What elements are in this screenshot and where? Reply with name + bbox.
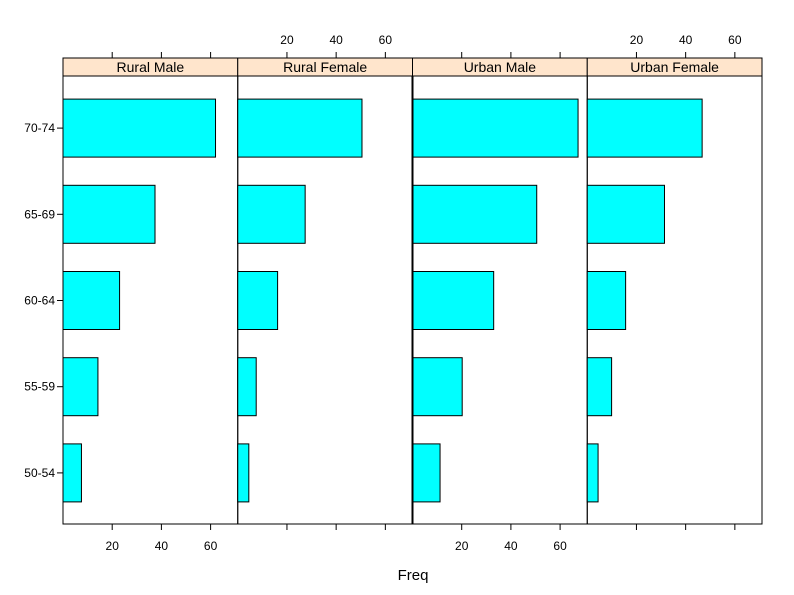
panel-urban-female: Urban Female 20 40 60 xyxy=(586,33,763,530)
y-tick-label-50-54: 50-54 xyxy=(24,466,55,480)
bar-urban-male-50-54 xyxy=(412,443,441,503)
panel-rural-female: Rural Female 20 40 60 xyxy=(237,33,413,530)
bar-urban-female-50-54 xyxy=(586,443,599,503)
y-tick-label-65-69: 65-69 xyxy=(24,207,55,221)
x-tick-label-urban-female-40: 40 xyxy=(679,33,693,47)
x-tick-label-rural-male-20: 20 xyxy=(106,539,120,553)
bar-rural-male-65-69 xyxy=(62,184,156,244)
bar-rural-female-70-74 xyxy=(237,98,363,158)
x-tick-label-urban-male-20: 20 xyxy=(455,539,469,553)
bar-rural-male-50-54 xyxy=(62,443,82,503)
x-axis-title: Freq xyxy=(398,567,429,584)
x-tick-label-urban-female-60: 60 xyxy=(728,33,742,47)
x-tick-label-urban-male-60: 60 xyxy=(553,539,567,553)
panel-urban-male: Urban Male 20 40 60 xyxy=(412,52,588,553)
strip-label-rural-female: Rural Female xyxy=(283,59,367,75)
x-tick-label-rural-female-20: 20 xyxy=(280,33,294,47)
bar-rural-male-55-59 xyxy=(62,357,99,417)
bar-urban-male-60-64 xyxy=(412,271,495,330)
y-tick-label-70-74: 70-74 xyxy=(24,121,55,135)
x-tick-label-rural-male-60: 60 xyxy=(204,539,218,553)
x-tick-label-rural-male-40: 40 xyxy=(155,539,169,553)
bar-urban-female-55-59 xyxy=(586,357,613,417)
bar-urban-female-70-74 xyxy=(586,98,703,158)
bar-rural-female-60-64 xyxy=(237,271,279,330)
bar-urban-female-65-69 xyxy=(586,184,665,244)
panel-rural-male: Rural Male 20 40 60 xyxy=(62,52,239,553)
bar-urban-male-70-74 xyxy=(412,98,579,158)
bar-rural-female-50-54 xyxy=(237,443,250,503)
bar-rural-female-55-59 xyxy=(237,357,257,417)
bar-rural-male-70-74 xyxy=(62,98,217,158)
x-tick-label-urban-female-20: 20 xyxy=(630,33,644,47)
bar-urban-female-60-64 xyxy=(586,271,627,330)
y-axis: 50-54 55-59 60-64 65-69 70-74 xyxy=(24,121,63,480)
bar-urban-male-55-59 xyxy=(412,357,463,417)
strip-label-rural-male: Rural Male xyxy=(117,59,185,75)
x-tick-label-rural-female-60: 60 xyxy=(379,33,393,47)
strip-label-urban-male: Urban Male xyxy=(464,59,537,75)
bar-rural-female-65-69 xyxy=(237,184,306,244)
y-tick-label-60-64: 60-64 xyxy=(24,294,55,308)
x-tick-label-urban-male-40: 40 xyxy=(504,539,518,553)
y-tick-label-55-59: 55-59 xyxy=(24,380,55,394)
bar-rural-male-60-64 xyxy=(62,271,121,330)
strip-label-urban-female: Urban Female xyxy=(630,59,719,75)
x-tick-label-rural-female-40: 40 xyxy=(329,33,343,47)
bar-urban-male-65-69 xyxy=(412,184,538,244)
